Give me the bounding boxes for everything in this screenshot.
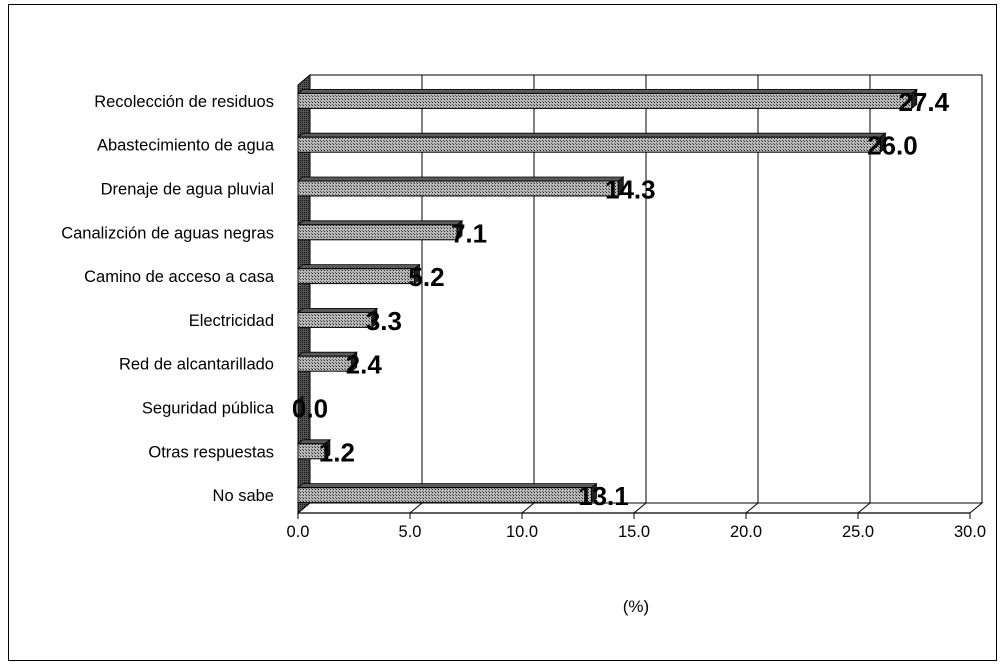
floor-gridline [521, 502, 535, 514]
x-tick-label: 5.0 [399, 523, 422, 541]
category-label: Electricidad [189, 312, 274, 330]
bar [297, 224, 458, 241]
floor-gridline [857, 502, 871, 514]
bar-end [414, 263, 420, 285]
data-label: 1.2 [319, 437, 355, 467]
bar-top [296, 132, 887, 138]
data-label: 2.4 [346, 350, 383, 380]
data-label: 13.1 [578, 481, 629, 511]
data-label: 0.0 [292, 394, 328, 424]
floor-gridline [633, 502, 647, 514]
category-label: No sabe [213, 487, 274, 505]
bar-top [296, 264, 421, 270]
bar-end [911, 88, 918, 110]
bar-end [297, 395, 304, 416]
floor-gridline [745, 502, 759, 514]
category-label: Recolección de residuos [94, 93, 274, 111]
category-label: Red de alcantarillado [119, 356, 274, 374]
data-label: 3.3 [366, 306, 402, 336]
x-tick-label: 30.0 [954, 523, 986, 541]
bar-top [296, 176, 625, 182]
data-label: 5.2 [408, 262, 444, 292]
bar-end [880, 132, 886, 154]
bar-top [296, 89, 918, 94]
data-label: 14.3 [605, 175, 656, 205]
bar [297, 268, 415, 285]
bar [297, 311, 373, 328]
bar [297, 487, 592, 504]
bar [297, 136, 881, 153]
category-label: Abastecimiento de agua [97, 137, 275, 155]
bar [297, 180, 619, 197]
x-tick-label: 20.0 [730, 523, 762, 541]
bar [297, 355, 353, 372]
x-tick-label: 25.0 [842, 523, 874, 541]
floor-gridline [409, 502, 423, 514]
data-label: 27.4 [898, 87, 949, 117]
bar [297, 92, 913, 109]
x-axis-label: (%) [623, 597, 649, 616]
bar-top [296, 220, 464, 226]
category-label: Canalizción de aguas negras [61, 224, 274, 242]
x-tick-label: 10.0 [506, 523, 538, 541]
bar-end [371, 307, 378, 329]
bar-end [351, 351, 358, 373]
category-label: Camino de acceso a casa [84, 268, 275, 286]
bar-end [617, 176, 624, 197]
category-label: Otras respuestas [148, 443, 274, 461]
bar-end [324, 438, 331, 460]
data-label: 26.0 [867, 131, 918, 161]
category-label: Drenaje de agua pluvial [101, 181, 274, 199]
bar-end [456, 219, 463, 241]
x-tick-label: 0.0 [287, 523, 310, 541]
category-label: Seguridad pública [142, 400, 275, 418]
data-label: 7.1 [451, 218, 487, 248]
bar-top [296, 483, 598, 489]
x-tick-label: 15.0 [618, 523, 650, 541]
bar-end [591, 482, 597, 504]
